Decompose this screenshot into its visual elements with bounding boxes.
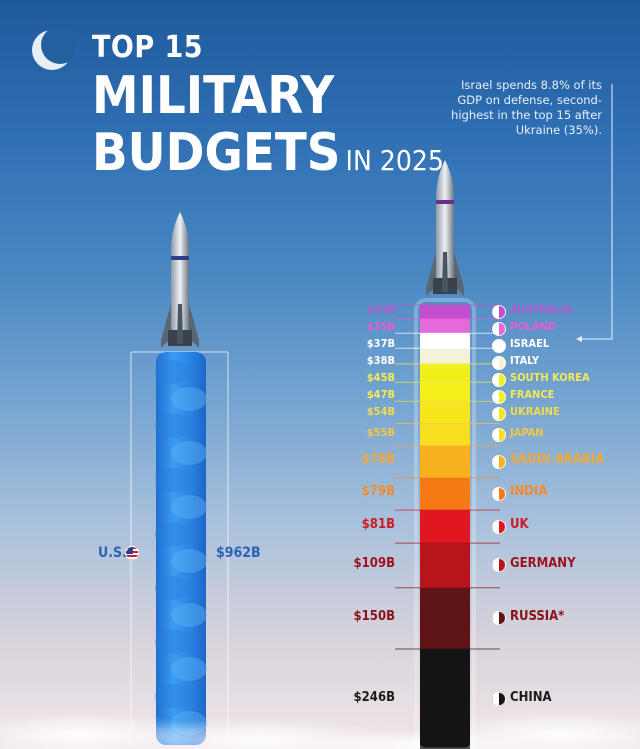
value-label-japan: $55B bbox=[366, 426, 395, 440]
bar-japan bbox=[420, 423, 470, 447]
us-bar bbox=[156, 352, 206, 745]
country-name-japan: JAPAN bbox=[510, 426, 544, 440]
country-name-australia: AUSTRALIA bbox=[510, 303, 573, 317]
us-plume-puff bbox=[155, 468, 191, 492]
value-label-poland: $35B bbox=[366, 320, 395, 334]
us-plume-puff bbox=[171, 387, 207, 411]
russia-flag-icon bbox=[492, 611, 506, 626]
bar-uk bbox=[420, 510, 470, 544]
bar-israel bbox=[420, 333, 470, 349]
us-name: U.S. bbox=[98, 545, 127, 561]
others-rocket-icon bbox=[426, 160, 464, 296]
country-name-ukraine: UKRAINE bbox=[510, 405, 560, 419]
france-flag-icon bbox=[492, 389, 506, 404]
us-plume-puff bbox=[171, 495, 207, 519]
country-name-china: CHINA bbox=[510, 689, 552, 705]
japan-flag-icon bbox=[492, 427, 506, 442]
country-name-israel: ISRAEL bbox=[510, 337, 550, 351]
value-label-china: $246B bbox=[353, 689, 395, 705]
bar-ukraine bbox=[420, 401, 470, 424]
bar-india bbox=[420, 477, 470, 511]
others-exhaust-stack bbox=[414, 298, 476, 749]
us-plume-puff bbox=[155, 414, 191, 438]
us-plume-puff bbox=[155, 630, 191, 654]
title-line-2: MILITARY bbox=[92, 66, 335, 126]
value-label-india: $79B bbox=[361, 484, 395, 500]
australia-flag-icon bbox=[492, 304, 506, 319]
value-label-uk: $81B bbox=[361, 517, 395, 533]
value-label-germany: $109B bbox=[353, 555, 395, 571]
value-label-israel: $37B bbox=[366, 337, 395, 351]
china-flag-icon bbox=[492, 692, 506, 707]
clouds bbox=[0, 709, 640, 749]
country-name-uk: UK bbox=[510, 517, 529, 533]
country-name-russia: RUSSIA* bbox=[510, 608, 565, 624]
italy-flag-icon bbox=[492, 355, 506, 370]
israel-annotation: Israel spends 8.8% of its GDP on defense… bbox=[451, 78, 602, 137]
bar-russia bbox=[420, 587, 470, 650]
us-plume-puff bbox=[171, 549, 207, 573]
us-exhaust-bar bbox=[155, 352, 207, 745]
value-label-saudi_arabia: $78B bbox=[361, 452, 395, 468]
poland-flag-icon bbox=[492, 321, 506, 336]
title-line-3-wrap: BUDGETS IN 2025 bbox=[92, 127, 444, 179]
bar-italy bbox=[420, 348, 470, 365]
value-label-italy: $38B bbox=[366, 354, 395, 368]
value-label-south_korea: $45B bbox=[366, 371, 395, 385]
bar-australia bbox=[420, 305, 470, 320]
us-plume-puff bbox=[171, 657, 207, 681]
country-name-south_korea: SOUTH KOREA bbox=[510, 371, 590, 385]
bar-france bbox=[420, 382, 470, 402]
south-korea-flag-icon bbox=[492, 372, 506, 387]
us-plume-puff bbox=[155, 360, 191, 384]
us-plume-puff bbox=[155, 684, 191, 708]
uk-flag-icon bbox=[492, 519, 506, 534]
plume-edge bbox=[414, 298, 476, 749]
us-rocket-icon bbox=[161, 212, 199, 348]
country-name-germany: GERMANY bbox=[510, 555, 576, 571]
value-label-france: $47B bbox=[366, 388, 395, 402]
us-value: $962B bbox=[216, 545, 261, 561]
israel-flag-icon bbox=[492, 338, 506, 353]
us-plume-puff bbox=[155, 522, 191, 546]
bar-south_korea bbox=[420, 363, 470, 383]
us-label: U.S. bbox=[98, 545, 127, 561]
india-flag-icon bbox=[492, 486, 506, 501]
guide-lines bbox=[395, 304, 500, 650]
country-name-italy: ITALY bbox=[510, 354, 539, 368]
us-plume-puff bbox=[155, 576, 191, 600]
country-name-india: INDIA bbox=[510, 484, 548, 500]
bar-germany bbox=[420, 543, 470, 589]
germany-flag-icon bbox=[492, 558, 506, 573]
us-plume-puff bbox=[171, 603, 207, 627]
us-plume-puff bbox=[171, 441, 207, 465]
country-name-france: FRANCE bbox=[510, 388, 555, 402]
saudi-arabia-flag-icon bbox=[492, 454, 506, 469]
country-name-poland: POLAND bbox=[510, 320, 557, 334]
value-label-australia: $34B bbox=[366, 303, 395, 317]
title-line-1: TOP 15 bbox=[92, 30, 204, 65]
country-name-saudi_arabia: SAUDI ARABIA bbox=[510, 452, 605, 468]
ukraine-flag-icon bbox=[492, 406, 506, 421]
us-flag-icon bbox=[125, 546, 139, 560]
moon-icon bbox=[32, 28, 74, 70]
title-line-3: BUDGETS bbox=[92, 123, 341, 183]
title-year: IN 2025 bbox=[345, 144, 444, 177]
value-label-ukraine: $54B bbox=[366, 405, 395, 419]
bar-poland bbox=[420, 318, 470, 334]
bar-saudi_arabia bbox=[420, 445, 470, 479]
bar-china bbox=[420, 648, 470, 749]
value-label-russia: $150B bbox=[353, 608, 395, 624]
